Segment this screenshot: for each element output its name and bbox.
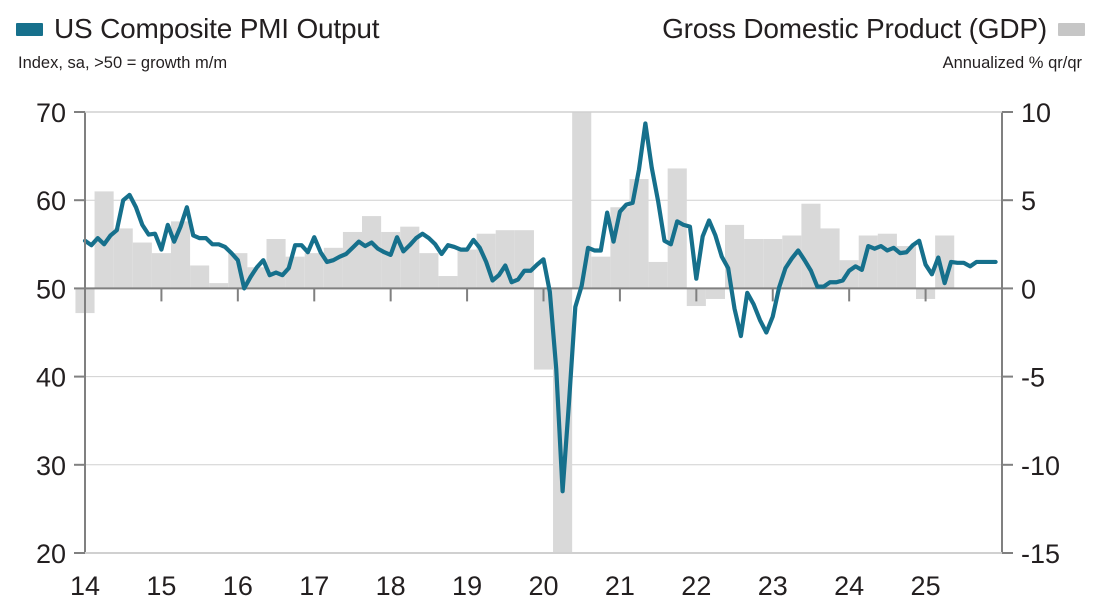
gdp-bar	[896, 246, 917, 289]
left-axis-tick-label: 60	[36, 186, 66, 216]
gdp-bar	[591, 256, 611, 289]
chart-header: US Composite PMI Output Index, sa, >50 =…	[0, 0, 1097, 95]
gdp-bar	[744, 239, 764, 289]
legend-swatch-bar-icon	[1058, 22, 1085, 36]
gdp-bar	[763, 239, 783, 289]
gdp-bar	[323, 247, 343, 289]
right-axis-tick-label: -10	[1021, 451, 1060, 481]
right-axis-tick-label: 0	[1021, 274, 1036, 304]
legend-left-title-row: US Composite PMI Output	[16, 12, 380, 46]
x-axis-tick-label: 19	[452, 571, 482, 601]
pmi-line-series	[82, 121, 998, 494]
x-axis-tick-label: 23	[758, 571, 788, 601]
gdp-bar	[648, 261, 668, 289]
gdp-bar	[132, 242, 152, 289]
x-axis-tick-label: 21	[605, 571, 635, 601]
gdp-bar	[533, 288, 554, 370]
left-axis-tick-label: 20	[36, 539, 66, 569]
right-axis-tick-label: -5	[1021, 363, 1045, 393]
gdp-bar	[935, 235, 955, 289]
gdp-bar	[629, 179, 649, 289]
gdp-bar	[858, 235, 878, 289]
left-axis-tick-label: 30	[36, 451, 66, 481]
x-axis-tick-label: 20	[528, 571, 558, 601]
legend-left-label: US Composite PMI Output	[54, 13, 380, 44]
gdp-bar	[438, 276, 458, 289]
legend-right-subtitle: Annualized % qr/qr	[942, 54, 1082, 72]
right-axis-tick-label: 5	[1021, 186, 1036, 216]
gdp-bar	[151, 253, 171, 289]
gdp-bar	[94, 191, 114, 289]
left-axis-tick-label: 40	[36, 363, 66, 393]
gdp-bar	[705, 288, 725, 299]
gdp-bar	[209, 283, 229, 289]
legend-left: US Composite PMI Output Index, sa, >50 =…	[16, 12, 380, 72]
pmi-line	[82, 121, 998, 494]
gdp-bar	[457, 249, 477, 289]
legend-right: Gross Domestic Product (GDP) Annualized …	[662, 12, 1085, 72]
gdp-bar	[419, 253, 439, 289]
right-axis-tick-label: 10	[1021, 98, 1051, 128]
x-axis-tick-label: 25	[911, 571, 941, 601]
x-axis-tick-label: 18	[376, 571, 406, 601]
gdp-bar	[877, 233, 897, 289]
gdp-bar	[266, 239, 286, 289]
axis-tick-labels: 20 30 40 50 60 70 -15 -10 -5 0 5 10 14 15 16 17 18 19 20 21…	[36, 98, 1060, 601]
x-axis-tick-label: 14	[70, 571, 100, 601]
gdp-bar	[801, 203, 821, 289]
x-axis-tick-label: 24	[834, 571, 864, 601]
x-axis-tick-label: 16	[223, 571, 253, 601]
gdp-bar	[304, 253, 324, 289]
axis-ticks	[74, 111, 1013, 554]
gdp-bar	[553, 288, 573, 553]
x-axis-tick-label: 17	[299, 571, 329, 601]
gdp-bar-series	[75, 112, 955, 553]
gdp-bar	[190, 265, 210, 289]
axis-lines	[84, 111, 1003, 554]
x-axis-tick-label: 15	[146, 571, 176, 601]
legend-right-label: Gross Domestic Product (GDP)	[662, 13, 1047, 44]
left-axis-tick-label: 50	[36, 274, 66, 304]
legend-swatch-line-icon	[16, 22, 43, 36]
legend-left-subtitle: Index, sa, >50 = growth m/m	[18, 54, 228, 72]
gdp-bar	[113, 228, 133, 289]
gdp-bar	[820, 228, 840, 289]
left-axis-tick-label: 70	[36, 98, 66, 128]
legend-right-title-row: Gross Domestic Product (GDP)	[662, 12, 1085, 46]
right-axis-tick-label: -15	[1021, 539, 1060, 569]
x-axis-tick-label: 22	[681, 571, 711, 601]
gdp-bar	[362, 216, 382, 289]
gdp-bar	[572, 112, 592, 289]
